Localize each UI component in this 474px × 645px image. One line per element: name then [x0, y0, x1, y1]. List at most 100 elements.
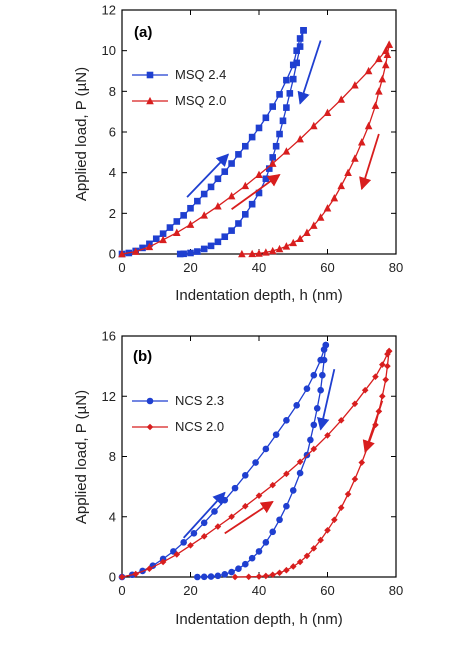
data-point — [268, 159, 277, 167]
data-point — [242, 142, 249, 150]
data-point — [200, 573, 208, 581]
data-point — [289, 238, 298, 247]
data-point — [235, 565, 242, 573]
data-point — [180, 539, 187, 546]
data-point — [317, 536, 324, 544]
data-point — [152, 235, 160, 243]
data-point — [303, 228, 311, 236]
data-point — [200, 519, 208, 527]
x-tick-label: 20 — [183, 260, 197, 275]
data-point — [131, 247, 140, 255]
data-point — [357, 138, 366, 146]
legend: MSQ 2.4 MSQ 2.0 — [132, 67, 226, 108]
data-point — [337, 95, 345, 103]
data-point — [283, 104, 290, 111]
chart-panel-a: Applied load, P (µN) Indentation depth, … — [73, 3, 403, 305]
data-point — [385, 40, 393, 48]
data-point — [337, 181, 345, 190]
data-point — [358, 459, 366, 466]
data-point — [351, 81, 359, 89]
data-point — [207, 242, 215, 250]
data-point — [180, 212, 187, 219]
data-point — [139, 244, 146, 252]
direction-arrow — [224, 500, 274, 535]
data-point — [293, 401, 300, 409]
data-point — [173, 228, 181, 236]
data-point — [200, 211, 208, 219]
chart-panel-b: Applied load, P (µN) Indentation depth, … — [73, 329, 403, 629]
data-point — [351, 154, 359, 162]
data-point — [313, 405, 321, 412]
data-point — [310, 545, 318, 552]
data-point — [145, 242, 154, 251]
data-point — [221, 570, 229, 578]
data-point — [269, 528, 277, 536]
legend-marker — [146, 71, 154, 79]
unloading-curve — [241, 44, 390, 255]
data-point — [275, 244, 284, 253]
data-point — [310, 421, 318, 429]
y-tick-label: 16 — [102, 329, 116, 344]
data-point — [322, 341, 330, 349]
data-point — [194, 573, 201, 581]
data-point — [235, 151, 242, 158]
data-point — [166, 224, 174, 231]
data-point — [293, 59, 300, 67]
loading-curve — [121, 30, 305, 255]
unloading-curve — [197, 344, 327, 578]
data-point — [289, 487, 297, 494]
data-point — [187, 204, 194, 212]
y-tick-label: 4 — [109, 165, 116, 180]
direction-arrow — [362, 400, 384, 454]
y-tick-label: 0 — [109, 247, 116, 262]
x-tick-label: 80 — [389, 583, 403, 598]
data-point — [255, 189, 263, 197]
y-tick-label: 10 — [102, 43, 116, 58]
data-point — [200, 245, 208, 253]
data-point — [320, 356, 328, 364]
direction-arrow — [231, 173, 281, 210]
data-point — [255, 170, 263, 178]
x-tick-label: 40 — [252, 260, 266, 275]
data-point — [194, 197, 201, 205]
plot-frame — [121, 335, 397, 578]
data-point — [214, 523, 222, 530]
data-point — [228, 568, 235, 576]
x-tick-label: 60 — [320, 583, 334, 598]
data-point — [242, 560, 249, 568]
data-point — [296, 234, 304, 243]
data-point — [316, 213, 325, 221]
x-tick-label: 0 — [118, 260, 125, 275]
panel-label: (a) — [134, 24, 152, 41]
x-axis-title: Indentation depth, h (nm) — [175, 611, 343, 628]
y-tick-label: 8 — [109, 84, 116, 99]
data-point — [132, 570, 139, 578]
data-point — [310, 221, 318, 229]
data-point — [375, 87, 383, 95]
direction-arrow — [186, 153, 230, 198]
y-tick-label: 8 — [109, 449, 116, 464]
direction-arrow — [317, 368, 336, 431]
data-point — [375, 54, 383, 63]
data-point — [228, 227, 235, 234]
data-point — [265, 165, 273, 172]
data-point — [187, 542, 194, 549]
y-tick-label: 2 — [109, 206, 116, 221]
data-point — [351, 475, 359, 483]
data-point — [118, 249, 126, 258]
data-point — [194, 248, 201, 255]
data-point — [276, 569, 283, 577]
data-point — [296, 135, 304, 143]
data-point — [296, 458, 304, 466]
data-point — [272, 431, 280, 438]
plot-frame — [121, 9, 397, 255]
data-point — [323, 204, 332, 212]
data-point — [262, 248, 270, 256]
data-point — [319, 371, 326, 379]
legend-label-1: MSQ 2.4 — [175, 67, 226, 82]
data-point — [296, 558, 304, 566]
x-axis-title: Indentation depth, h (nm) — [175, 287, 343, 304]
data-point — [242, 502, 249, 510]
data-point — [238, 249, 246, 258]
